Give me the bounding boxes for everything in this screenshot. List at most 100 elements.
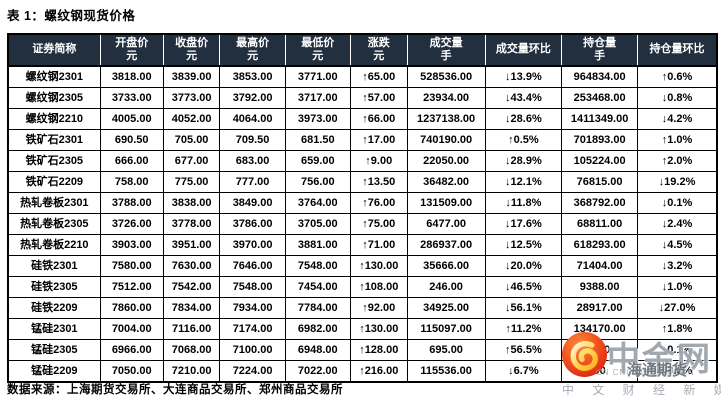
watermark-tagline-text: 中 文 财 经 新 媒 体 <box>562 383 721 397</box>
cell-high: 709.50 <box>219 129 286 151</box>
cell-open: 3788.00 <box>99 192 164 214</box>
header-row: 证券简称 开盘价元收盘价元最高价元最低价元涨跌元成交量手成交量环比 持仓量手持仓量环… <box>8 34 718 67</box>
column-header-6: 成交量手 <box>407 34 486 67</box>
cell-high: 3970.00 <box>219 234 286 256</box>
cell-oi: 71404.00 <box>561 255 639 277</box>
cell-volume: 695.00 <box>406 339 486 361</box>
cell-volume_mom: ↑56.5% <box>484 339 563 361</box>
cell-low: 6948.00 <box>284 339 351 361</box>
cell-volume: 35666.00 <box>406 255 486 277</box>
cell-high: 7224.00 <box>219 360 286 383</box>
cell-high: 7934.00 <box>219 297 286 319</box>
cell-oi_mom: ↑1.8% <box>637 318 718 340</box>
cell-close: 7210.00 <box>162 360 221 383</box>
cell-high: 3786.00 <box>219 213 286 235</box>
table-body: 螺纹钢2301 3818.00 3839.00 3853.00 3771.00 ↑65.0… <box>7 65 718 383</box>
cell-high: 3849.00 <box>219 192 286 214</box>
cell-change: ↑128.00 <box>349 339 408 361</box>
cell-change: ↑92.00 <box>349 297 408 319</box>
cell-open: 3733.00 <box>99 87 164 109</box>
table-row: 锰硅2301 7004.00 7116.00 7174.00 6982.00 ↑130.0… <box>7 318 718 340</box>
cell-name: 铁矿石2209 <box>7 171 101 193</box>
cell-open: 3818.00 <box>99 65 164 88</box>
cell-open: 7050.00 <box>99 360 164 383</box>
cell-volume: 286937.00 <box>406 234 486 256</box>
table-row: 硅铁2301 7580.00 7630.00 7646.00 7548.00 ↑130.0… <box>7 255 718 277</box>
cell-low: 3764.00 <box>284 192 351 214</box>
cell-change: ↑71.00 <box>349 234 408 256</box>
cell-close: 7542.00 <box>162 276 221 298</box>
cell-volume_mom: ↓12.1% <box>484 171 563 193</box>
cell-close: 3778.00 <box>162 213 221 235</box>
cell-close: 4052.00 <box>162 108 221 130</box>
cell-change: ↑17.00 <box>349 129 408 151</box>
cell-open: 7860.00 <box>99 297 164 319</box>
cell-low: 7454.00 <box>284 276 351 298</box>
cell-oi: 76815.00 <box>561 171 639 193</box>
cell-open: 6966.00 <box>99 339 164 361</box>
cell-low: 7548.00 <box>284 255 351 277</box>
data-source-note: 数据来源：上海期货交易所、大连商品交易所、郑州商品交易所 <box>7 384 343 396</box>
column-header-2: 收盘价元 <box>163 34 221 67</box>
cell-change: ↑66.00 <box>349 108 408 130</box>
cell-oi: 00 <box>561 360 639 383</box>
cell-low: 3705.00 <box>284 213 351 235</box>
cell-name: 热轧卷板2301 <box>7 192 101 214</box>
cell-oi: 68811.00 <box>561 213 639 235</box>
cell-oi_mom: ↓0.1% <box>637 339 718 361</box>
cell-open: 690.50 <box>99 129 164 151</box>
cell-change: ↑13.50 <box>349 171 408 193</box>
cell-volume_mom: ↓28.6% <box>484 108 563 130</box>
cell-low: 7022.00 <box>284 360 351 383</box>
cell-name: 螺纹钢2305 <box>7 87 101 109</box>
cell-change: ↑57.00 <box>349 87 408 109</box>
cell-volume: 115097.00 <box>406 318 486 340</box>
cell-change: ↑9.00 <box>349 150 408 172</box>
cell-name: 硅铁2305 <box>7 276 101 298</box>
cell-volume_mom: ↓20.0% <box>484 255 563 277</box>
cell-oi_mom: ↓1.0% <box>637 276 718 298</box>
cell-name: 锰硅2209 <box>7 360 101 383</box>
table-row: 锰硅2305 6966.00 7068.00 7100.00 6948.00 ↑128.0… <box>7 339 718 361</box>
cell-name: 铁矿石2305 <box>7 150 101 172</box>
cell-close: 7068.00 <box>162 339 221 361</box>
cell-oi_mom: ↑1.0% <box>637 129 718 151</box>
cell-volume: 23934.00 <box>406 87 486 109</box>
table-row: 铁矿石2305 666.00 677.00 683.00 659.00 ↑9.00 2205… <box>7 150 718 172</box>
cell-high: 7174.00 <box>219 318 286 340</box>
cell-open: 7004.00 <box>99 318 164 340</box>
cell-open: 7580.00 <box>99 255 164 277</box>
cell-oi: 253468.00 <box>561 87 639 109</box>
cell-oi: 701893.00 <box>561 129 639 151</box>
cell-oi_mom: ↓19.2% <box>637 171 718 193</box>
cell-name: 铁矿石2301 <box>7 129 101 151</box>
cell-name: 螺纹钢2301 <box>7 65 101 88</box>
table-row: 硅铁2305 7512.00 7542.00 7548.00 7454.00 ↑108.0… <box>7 276 718 298</box>
cell-low: 6982.00 <box>284 318 351 340</box>
cell-volume: 740190.00 <box>406 129 486 151</box>
cell-oi_mom: ↓4.5% <box>637 234 718 256</box>
cell-low: 681.50 <box>284 129 351 151</box>
cell-close: 3773.00 <box>162 87 221 109</box>
cell-open: 3726.00 <box>99 213 164 235</box>
cell-high: 3792.00 <box>219 87 286 109</box>
table-row: 热轧卷板2210 3903.00 3951.00 3970.00 3881.00 ↑71.… <box>7 234 718 256</box>
cell-oi_mom: ↓4.2% <box>637 108 718 130</box>
cell-volume_mom: ↑11.2% <box>484 318 563 340</box>
cell-volume_mom: ↓13.9% <box>484 65 563 88</box>
table-row: 螺纹钢2301 3818.00 3839.00 3853.00 3771.00 ↑65.0… <box>7 65 718 88</box>
cell-volume: 246.00 <box>406 276 486 298</box>
cell-oi: 618293.00 <box>561 234 639 256</box>
cell-name: 硅铁2209 <box>7 297 101 319</box>
cell-volume: 528536.00 <box>406 65 486 88</box>
cell-volume_mom: ↓12.5% <box>484 234 563 256</box>
cell-open: 758.00 <box>99 171 164 193</box>
cell-name: 热轧卷板2305 <box>7 213 101 235</box>
table-row: 热轧卷板2301 3788.00 3838.00 3849.00 3764.00 ↑76.… <box>7 192 718 214</box>
cell-low: 3973.00 <box>284 108 351 130</box>
column-header-8: 持仓量手 <box>561 34 639 67</box>
cell-volume: 22050.00 <box>406 150 486 172</box>
cell-volume_mom: ↓11.8% <box>484 192 563 214</box>
cell-change: ↑75.00 <box>349 213 408 235</box>
cell-open: 7512.00 <box>99 276 164 298</box>
